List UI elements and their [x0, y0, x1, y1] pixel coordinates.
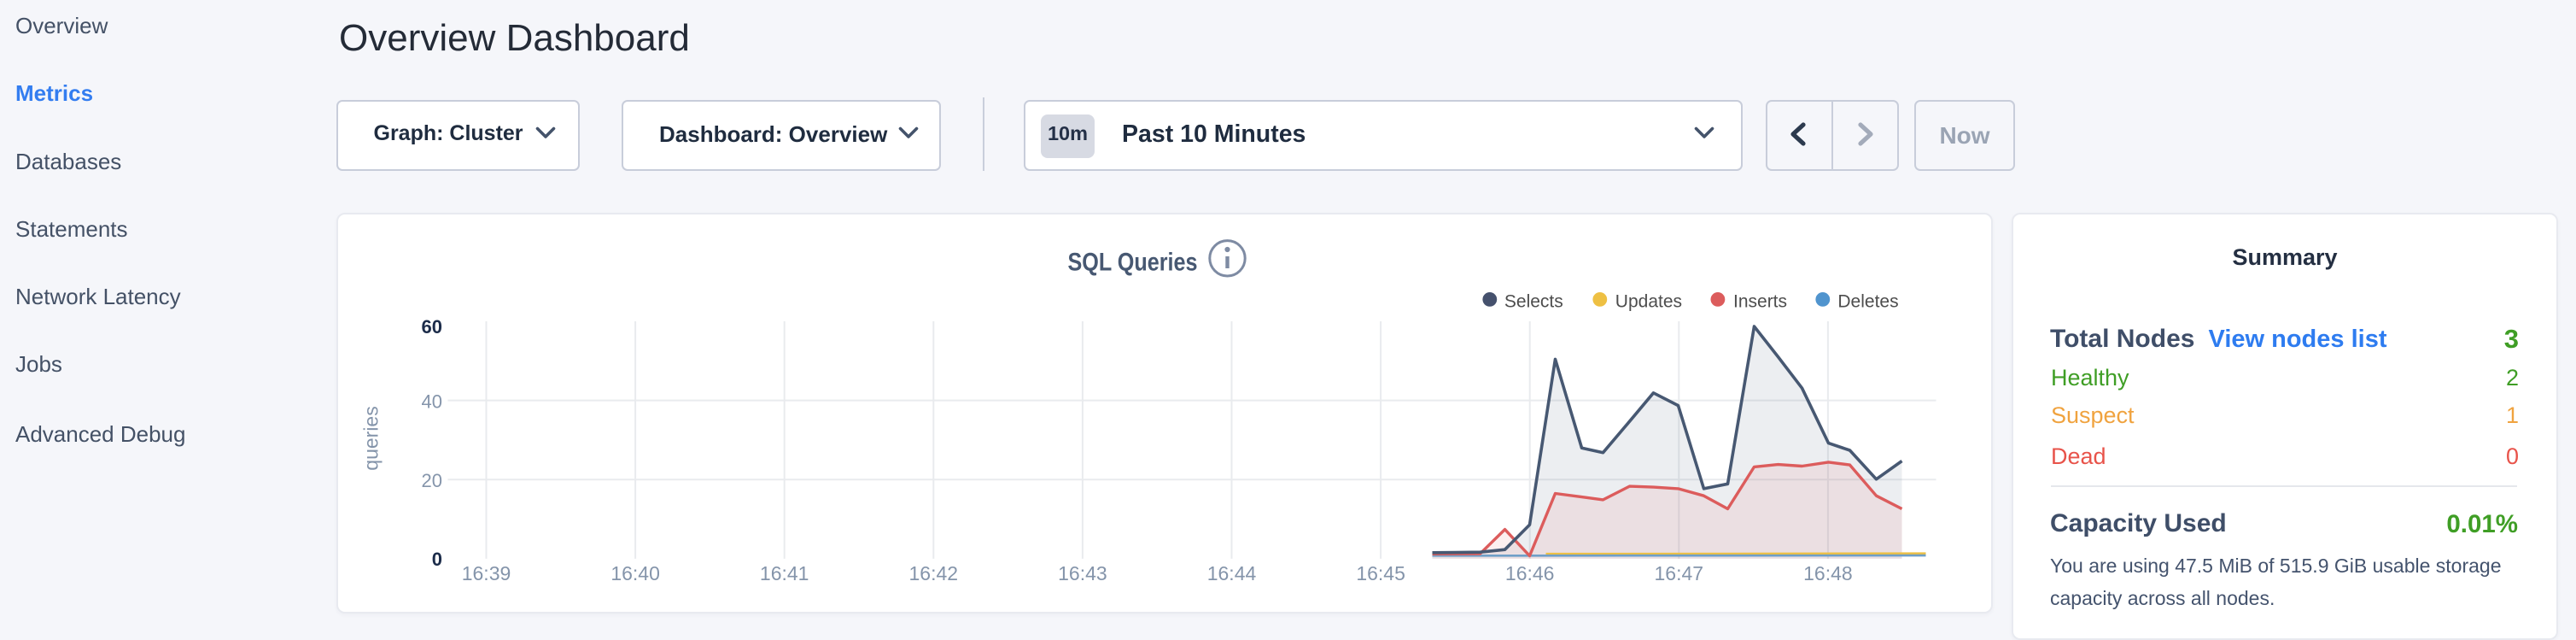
svg-text:16:45: 16:45 — [1356, 562, 1405, 584]
svg-text:20: 20 — [422, 470, 442, 491]
svg-text:0: 0 — [432, 549, 442, 570]
svg-text:60: 60 — [422, 316, 442, 338]
svg-text:16:41: 16:41 — [760, 562, 809, 584]
svg-text:16:43: 16:43 — [1058, 562, 1107, 584]
svg-text:40: 40 — [422, 391, 442, 413]
svg-text:16:39: 16:39 — [462, 562, 511, 584]
svg-text:queries: queries — [360, 406, 383, 470]
svg-text:16:47: 16:47 — [1655, 562, 1704, 584]
svg-text:16:48: 16:48 — [1803, 562, 1853, 584]
svg-text:16:44: 16:44 — [1207, 562, 1257, 584]
svg-text:16:42: 16:42 — [909, 562, 959, 584]
svg-text:Updates: Updates — [1615, 291, 1682, 311]
svg-text:Selects: Selects — [1504, 291, 1563, 311]
svg-text:Deletes: Deletes — [1837, 291, 1898, 311]
svg-text:Inserts: Inserts — [1733, 291, 1787, 311]
svg-text:16:40: 16:40 — [610, 562, 660, 584]
svg-text:16:46: 16:46 — [1505, 562, 1555, 584]
svg-text:SQL Queries: SQL Queries — [1068, 249, 1198, 277]
